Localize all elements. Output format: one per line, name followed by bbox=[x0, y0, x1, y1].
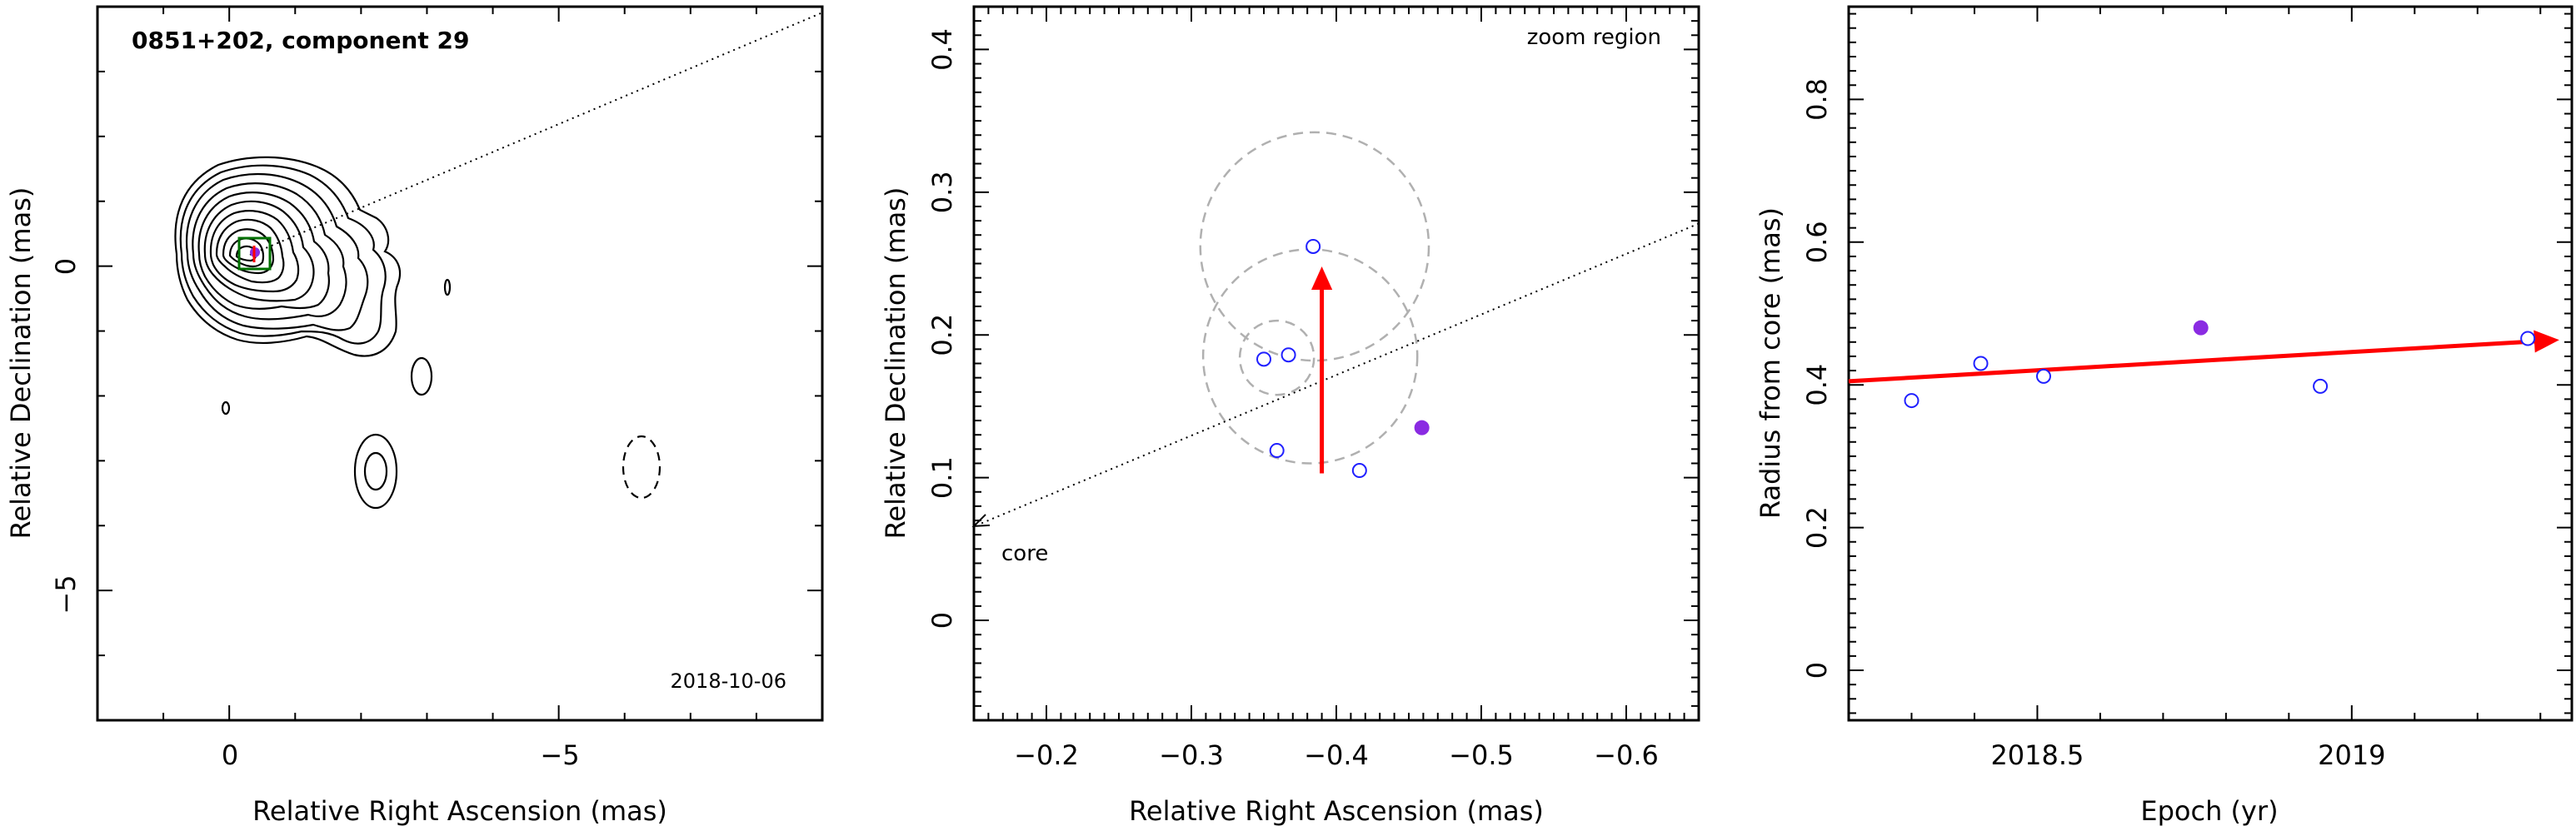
panel-radius: 2018.5 2019 0 0.2 0.4 0.6 0.8 Epoch (yr) Radiu… bbox=[1755, 5, 2574, 827]
contour-level-8 bbox=[215, 218, 285, 284]
panel-radius-xlabel: Epoch (yr) bbox=[2140, 795, 2278, 827]
trend-arrow-shaft bbox=[1848, 339, 2535, 384]
radius-point-4 bbox=[2520, 331, 2536, 346]
contour-island-5 bbox=[363, 451, 388, 491]
panel-zoom-xtick-label-3: −0.5 bbox=[1449, 739, 1514, 771]
panel-radius-frame bbox=[1847, 5, 2574, 722]
contour-level-2 bbox=[179, 164, 387, 345]
panel-radius-xtick-label-1: 2019 bbox=[2318, 739, 2385, 771]
uncertainty-circle-0 bbox=[1199, 131, 1430, 362]
panel-radius-ytick-label-3: 0.6 bbox=[1801, 221, 1833, 263]
current-epoch-point bbox=[1414, 420, 1430, 435]
panel-map-title: 0851+202, component 29 bbox=[132, 27, 469, 54]
panel-radius-xtick-label-0: 2018.5 bbox=[1990, 739, 2084, 771]
radius-point-2 bbox=[2035, 368, 2051, 384]
epoch-point-4 bbox=[1351, 463, 1367, 479]
panel-zoom-xlabel: Relative Right Ascension (mas) bbox=[1129, 795, 1544, 827]
epoch-point-2 bbox=[1305, 238, 1321, 254]
panel-zoom-marks bbox=[971, 131, 1700, 528]
jet-direction-line bbox=[249, 12, 821, 256]
panel-zoom-ytick-label-1: 0.1 bbox=[926, 456, 958, 499]
panel-radius-ytick-label-4: 0.8 bbox=[1801, 78, 1833, 121]
contour-level-5 bbox=[197, 192, 330, 310]
panel-radius-ytick-label-1: 0.2 bbox=[1801, 506, 1833, 549]
panel-zoom-ylabel: Relative Declination (mas) bbox=[880, 187, 911, 540]
panel-zoom-xtick-label-2: −0.4 bbox=[1304, 739, 1369, 771]
panel-map-xlabel: Relative Right Ascension (mas) bbox=[252, 795, 667, 827]
panel-zoom-ticks: −0.2 −0.3 −0.4 −0.5 −0.6 0 0.1 0.2 0.3 0.4 bbox=[926, 6, 1700, 771]
contour-island-4 bbox=[353, 433, 398, 510]
uncertainty-circle-2 bbox=[1238, 319, 1315, 396]
contour-level-9 bbox=[222, 228, 275, 275]
radius-point-0 bbox=[1904, 393, 1920, 409]
contour-level-6 bbox=[203, 200, 315, 302]
panel-zoom-frame bbox=[972, 5, 1700, 722]
contour-island-3 bbox=[221, 401, 231, 416]
contour-level-7 bbox=[209, 210, 300, 293]
contour-level-1 bbox=[174, 156, 402, 357]
core-direction-line bbox=[980, 222, 1700, 525]
contour-island-2 bbox=[410, 356, 433, 396]
epoch-point-0 bbox=[1256, 351, 1271, 367]
panel-map-date: 2018-10-06 bbox=[671, 669, 786, 693]
radius-point-1 bbox=[1973, 356, 1989, 371]
epoch-point-1 bbox=[1281, 347, 1296, 363]
panel-map-ytick-label-0: 0 bbox=[50, 258, 82, 275]
panel-zoom-core-label: core bbox=[1001, 541, 1048, 566]
motion-arrow-head bbox=[1311, 266, 1333, 290]
panel-zoom-ytick-label-0: 0 bbox=[926, 612, 958, 629]
uncertainty-circle-1 bbox=[1201, 248, 1419, 465]
panel-radius-ticks: 2018.5 2019 0 0.2 0.4 0.6 0.8 bbox=[1801, 7, 2572, 771]
trend-arrow-head bbox=[2534, 330, 2559, 353]
contour-map bbox=[174, 156, 661, 510]
radius-point-3 bbox=[2313, 378, 2329, 394]
panel-zoom-ytick-label-3: 0.3 bbox=[926, 171, 958, 213]
current-radius-point bbox=[2193, 320, 2209, 336]
panel-zoom-annotation: zoom region bbox=[1527, 25, 1661, 50]
epoch-point-3 bbox=[1269, 443, 1285, 459]
panel-map: 0851+202, component 29 2018-10-06 Relati… bbox=[5, 5, 824, 827]
contour-island-1 bbox=[443, 278, 452, 296]
panel-map-xtick-label-1: −5 bbox=[540, 739, 579, 771]
panel-zoom-xtick-label-4: −0.6 bbox=[1594, 739, 1659, 771]
panel-radius-ytick-label-0: 0 bbox=[1801, 662, 1833, 679]
panel-map-frame bbox=[96, 5, 824, 722]
panel-map-ytick-label-1: −5 bbox=[50, 575, 82, 614]
panel-map-xtick-label-0: 0 bbox=[222, 739, 238, 771]
panel-radius-ylabel: Radius from core (mas) bbox=[1755, 207, 1786, 519]
contour-level-3 bbox=[186, 172, 369, 331]
panel-zoom-ytick-label-2: 0.2 bbox=[926, 314, 958, 356]
panel-zoom-xtick-label-0: −0.2 bbox=[1014, 739, 1079, 771]
zoom-box bbox=[237, 236, 272, 271]
contour-negative bbox=[622, 435, 661, 500]
contour-level-4 bbox=[192, 182, 347, 321]
panel-radius-ytick-label-2: 0.4 bbox=[1801, 364, 1833, 406]
panel-radius-marks bbox=[1848, 320, 2559, 409]
panel-zoom: −0.2 −0.3 −0.4 −0.5 −0.6 0 0.1 0.2 0.3 0.4 zoom r… bbox=[880, 5, 1700, 827]
panel-zoom-ytick-label-4: 0.4 bbox=[926, 28, 958, 71]
panel-map-ticks bbox=[97, 6, 823, 721]
core-direction-arrowhead bbox=[971, 514, 991, 528]
panel-map-ylabel: Relative Declination (mas) bbox=[5, 187, 37, 540]
panel-zoom-xtick-label-1: −0.3 bbox=[1159, 739, 1224, 771]
